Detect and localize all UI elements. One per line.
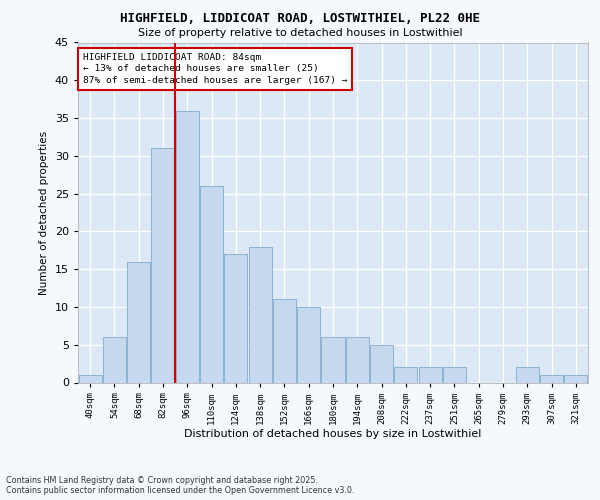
Bar xyxy=(394,368,418,382)
X-axis label: Distribution of detached houses by size in Lostwithiel: Distribution of detached houses by size … xyxy=(184,430,482,440)
Text: Contains HM Land Registry data © Crown copyright and database right 2025.
Contai: Contains HM Land Registry data © Crown c… xyxy=(6,476,355,495)
Bar xyxy=(224,254,247,382)
Bar xyxy=(540,375,563,382)
Bar xyxy=(79,375,101,382)
Bar xyxy=(443,368,466,382)
Bar xyxy=(297,307,320,382)
Bar xyxy=(370,344,393,383)
Bar xyxy=(273,300,296,382)
Bar xyxy=(151,148,175,382)
Bar xyxy=(127,262,150,382)
Bar xyxy=(419,368,442,382)
Text: HIGHFIELD LIDDICOAT ROAD: 84sqm
← 13% of detached houses are smaller (25)
87% of: HIGHFIELD LIDDICOAT ROAD: 84sqm ← 13% of… xyxy=(83,52,347,86)
Bar xyxy=(516,368,539,382)
Bar xyxy=(200,186,223,382)
Bar xyxy=(346,337,369,382)
Bar xyxy=(248,246,272,382)
Bar xyxy=(103,337,126,382)
Bar xyxy=(322,337,344,382)
Bar xyxy=(176,110,199,382)
Y-axis label: Number of detached properties: Number of detached properties xyxy=(39,130,49,294)
Text: Size of property relative to detached houses in Lostwithiel: Size of property relative to detached ho… xyxy=(137,28,463,38)
Text: HIGHFIELD, LIDDICOAT ROAD, LOSTWITHIEL, PL22 0HE: HIGHFIELD, LIDDICOAT ROAD, LOSTWITHIEL, … xyxy=(120,12,480,26)
Bar xyxy=(565,375,587,382)
